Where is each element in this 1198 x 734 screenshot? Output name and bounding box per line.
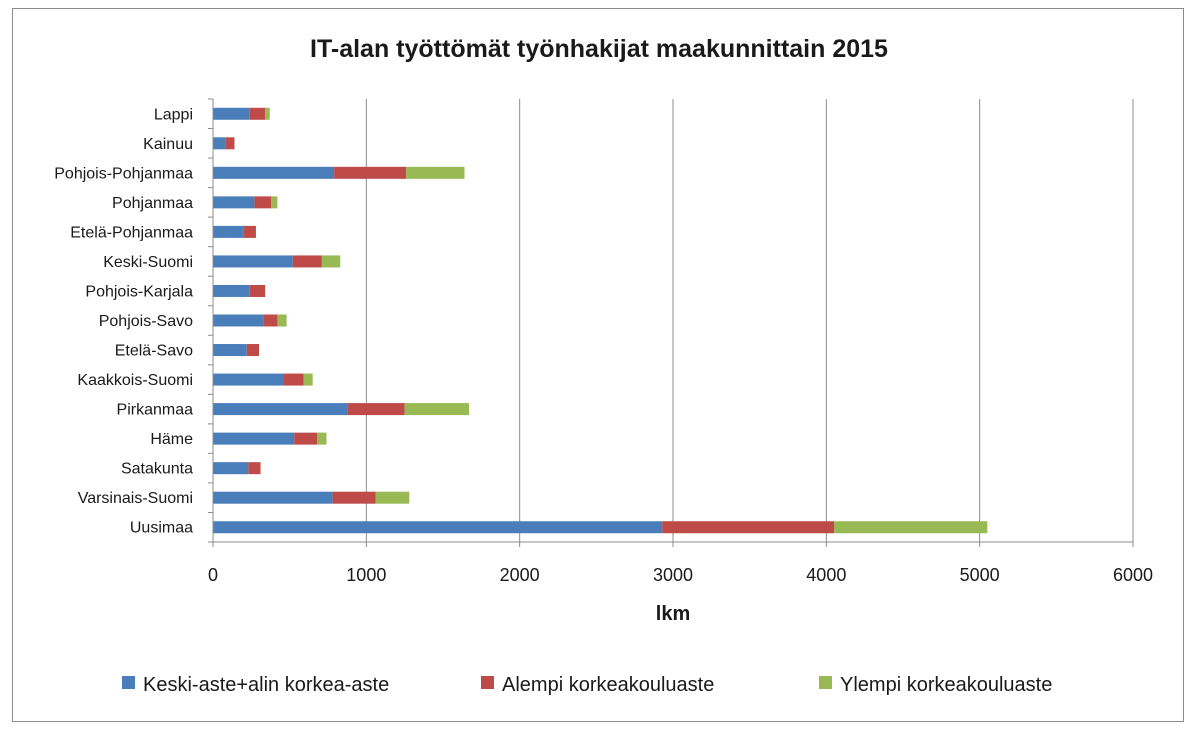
bar-segment xyxy=(834,521,988,534)
bar-segment xyxy=(213,284,250,297)
category-label: Lappi xyxy=(154,106,193,123)
bar-segment xyxy=(213,432,295,445)
x-tick-label: 4000 xyxy=(806,565,846,585)
category-label: Keski-Suomi xyxy=(103,254,193,271)
bar-segment xyxy=(213,403,348,416)
legend-label: Keski-aste+alin korkea-aste xyxy=(143,674,389,696)
bar-segment xyxy=(243,225,256,238)
bar-segment xyxy=(406,166,465,179)
bar-series xyxy=(213,107,988,534)
axes xyxy=(208,98,1134,547)
bar-segment xyxy=(265,107,270,120)
x-tick-label: 2000 xyxy=(500,565,540,585)
category-label: Pirkanmaa xyxy=(117,402,194,419)
bar-segment xyxy=(213,462,249,475)
bar-segment xyxy=(254,196,272,209)
legend-label: Alempi korkeakouluaste xyxy=(502,674,714,696)
bar-segment xyxy=(213,225,244,238)
gridlines xyxy=(365,99,1134,542)
bar-segment xyxy=(213,255,293,268)
legend-swatch xyxy=(819,676,832,689)
category-label: Etelä-Pohjanmaa xyxy=(70,224,193,241)
bar-segment xyxy=(213,491,333,504)
bar-segment xyxy=(404,403,470,416)
bar-segment xyxy=(271,196,278,209)
bar-segment xyxy=(213,196,255,209)
category-label: Pohjanmaa xyxy=(112,195,193,212)
bar-segment xyxy=(317,432,327,445)
chart-title: IT-alan työttömät työnhakijat maakunnitt… xyxy=(310,35,888,63)
bar-segment xyxy=(332,491,376,504)
legend-label: Ylempi korkeakouluaste xyxy=(840,674,1052,696)
bar-segment xyxy=(213,344,247,357)
x-tick-label: 5000 xyxy=(960,565,1000,585)
bar-segment xyxy=(213,137,226,150)
bar-segment xyxy=(662,521,834,534)
category-label: Pohjois-Savo xyxy=(99,313,193,330)
bar-segment xyxy=(213,107,250,120)
bar-segment xyxy=(347,403,405,416)
bar-segment xyxy=(213,521,663,534)
category-label: Varsinais-Suomi xyxy=(78,490,193,507)
bar-segment xyxy=(277,314,287,327)
bar-segment xyxy=(334,166,407,179)
bar-segment xyxy=(249,107,266,120)
bar-segment xyxy=(321,255,341,268)
bar-segment xyxy=(292,255,322,268)
legend-swatch xyxy=(122,676,135,689)
bar-segment xyxy=(246,344,259,357)
bar-segment xyxy=(225,137,235,150)
bar-segment xyxy=(263,314,278,327)
bar-segment xyxy=(213,314,264,327)
category-label: Etelä-Savo xyxy=(115,343,193,360)
x-tick-labels: 0 1000 2000 3000 4000 5000 6000 xyxy=(208,565,1153,585)
bar-segment xyxy=(248,462,261,475)
bar-segment xyxy=(294,432,318,445)
chart-frame xyxy=(12,8,1184,722)
legend-swatch xyxy=(481,676,494,689)
x-tick-label: 3000 xyxy=(653,565,693,585)
category-label: Kainuu xyxy=(143,136,193,153)
legend: Keski-aste+alin korkea-aste Alempi korkea… xyxy=(122,674,1052,696)
category-label: Kaakkois-Suomi xyxy=(77,372,193,389)
x-tick-label: 0 xyxy=(208,565,218,585)
bar-segment xyxy=(375,491,410,504)
bar-segment xyxy=(213,373,284,386)
bar-segment xyxy=(303,373,313,386)
bar-segment xyxy=(249,284,266,297)
x-axis-label: lkm xyxy=(656,603,690,625)
x-tick-label: 1000 xyxy=(346,565,386,585)
category-label: Uusimaa xyxy=(130,520,193,537)
category-label: Pohjois-Pohjanmaa xyxy=(54,165,193,182)
category-label: Satakunta xyxy=(121,461,193,478)
category-label: Häme xyxy=(150,431,193,448)
category-labels: Lappi Kainuu Pohjois-Pohjanmaa Pohjanmaa Ete… xyxy=(54,106,193,536)
category-label: Pohjois-Karjala xyxy=(85,283,193,300)
bar-segment xyxy=(283,373,304,386)
bar-segment xyxy=(213,166,335,179)
x-tick-label: 6000 xyxy=(1113,565,1153,585)
